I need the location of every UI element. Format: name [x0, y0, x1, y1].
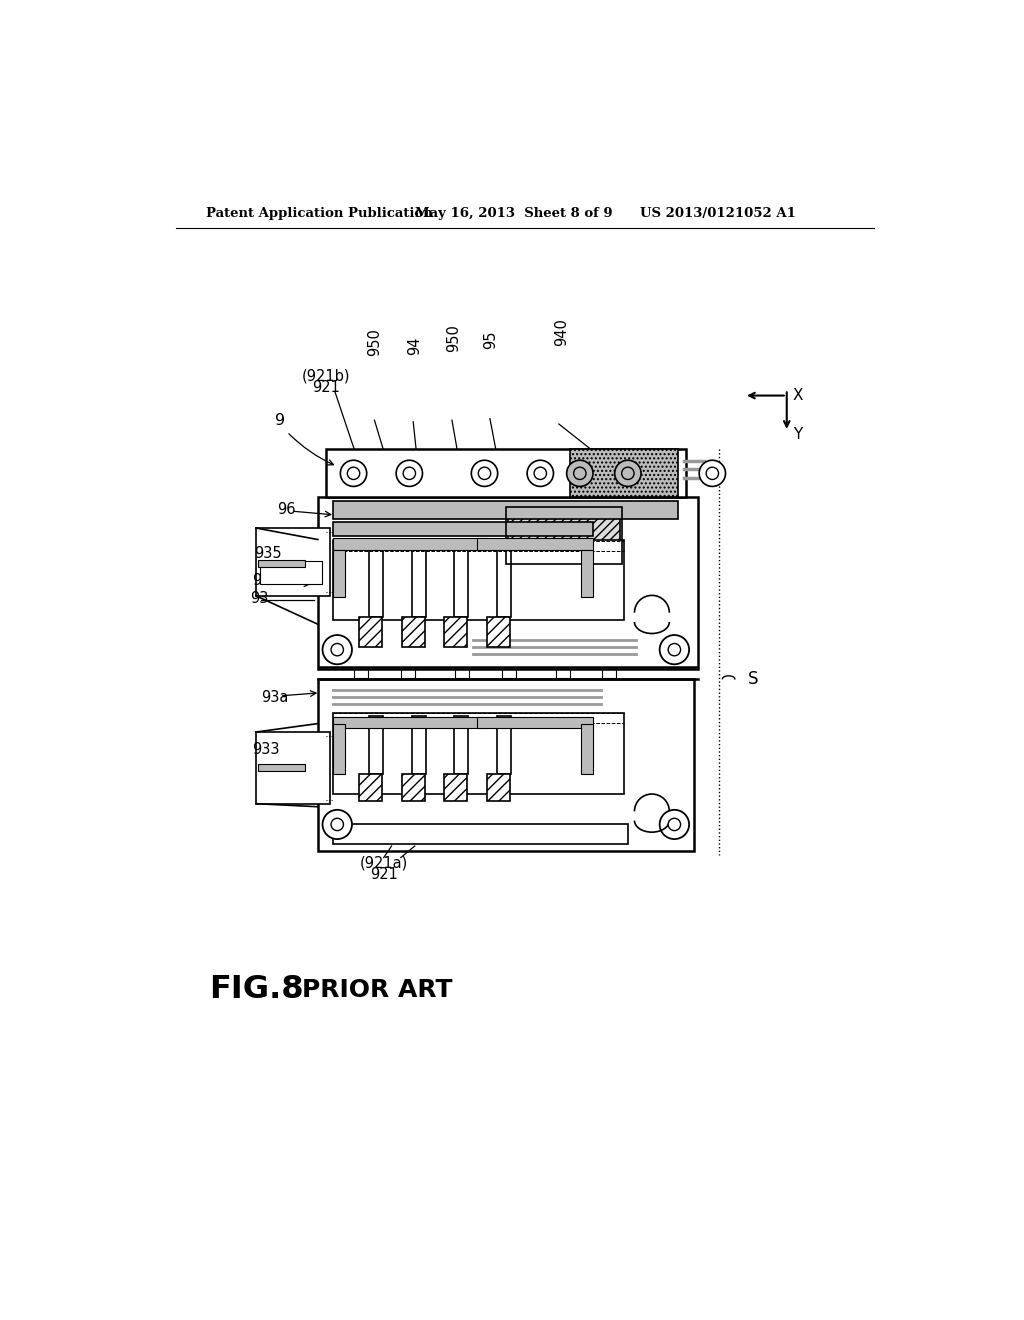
- Bar: [497, 541, 511, 616]
- Bar: [602, 669, 616, 678]
- Circle shape: [323, 635, 352, 664]
- Bar: [506, 507, 622, 564]
- Bar: [369, 715, 383, 775]
- Text: 93a: 93a: [261, 690, 289, 705]
- Circle shape: [340, 461, 367, 487]
- Text: 93: 93: [251, 591, 269, 606]
- Bar: [455, 541, 468, 616]
- Text: 921: 921: [370, 867, 397, 882]
- Text: 933: 933: [252, 742, 280, 758]
- Bar: [369, 541, 383, 616]
- Text: 935: 935: [254, 546, 282, 561]
- Bar: [258, 560, 305, 566]
- Bar: [486, 616, 510, 647]
- Circle shape: [527, 461, 554, 487]
- Bar: [497, 715, 511, 775]
- Text: 950: 950: [367, 329, 382, 356]
- Circle shape: [707, 467, 719, 479]
- Bar: [334, 502, 678, 519]
- Bar: [486, 775, 510, 801]
- Bar: [334, 549, 345, 598]
- Text: (921b): (921b): [301, 368, 350, 383]
- Text: 921: 921: [311, 380, 340, 395]
- Text: 96: 96: [276, 502, 295, 517]
- Bar: [455, 669, 469, 678]
- Circle shape: [669, 644, 681, 656]
- Bar: [477, 717, 593, 729]
- Text: Y: Y: [793, 426, 802, 442]
- Circle shape: [566, 461, 593, 487]
- Bar: [260, 561, 322, 585]
- Bar: [359, 616, 382, 647]
- Text: Patent Application Publication: Patent Application Publication: [206, 207, 432, 220]
- Text: May 16, 2013  Sheet 8 of 9: May 16, 2013 Sheet 8 of 9: [415, 207, 612, 220]
- Bar: [334, 540, 624, 620]
- Circle shape: [614, 461, 641, 487]
- Circle shape: [347, 467, 359, 479]
- Bar: [334, 825, 628, 843]
- Text: X: X: [793, 388, 804, 403]
- Circle shape: [659, 635, 689, 664]
- Bar: [317, 678, 693, 851]
- Bar: [412, 715, 426, 775]
- Bar: [582, 549, 593, 598]
- Bar: [444, 775, 467, 801]
- Text: 940: 940: [555, 318, 569, 346]
- Text: PRIOR ART: PRIOR ART: [302, 978, 453, 1002]
- Circle shape: [323, 810, 352, 840]
- Bar: [334, 717, 488, 729]
- Circle shape: [659, 810, 689, 840]
- Circle shape: [331, 644, 343, 656]
- Bar: [412, 541, 426, 616]
- Bar: [256, 528, 330, 595]
- Bar: [556, 669, 569, 678]
- Bar: [569, 449, 678, 498]
- Bar: [582, 725, 593, 775]
- Circle shape: [403, 467, 416, 479]
- Circle shape: [699, 461, 726, 487]
- Bar: [334, 725, 345, 775]
- Bar: [359, 775, 382, 801]
- Bar: [401, 616, 425, 647]
- Bar: [354, 669, 369, 678]
- Bar: [400, 669, 415, 678]
- Bar: [334, 539, 488, 549]
- Circle shape: [622, 467, 634, 479]
- Text: S: S: [748, 671, 759, 688]
- Text: (921a): (921a): [359, 855, 408, 870]
- Bar: [317, 498, 697, 667]
- Circle shape: [331, 818, 343, 830]
- Bar: [401, 775, 425, 801]
- Circle shape: [471, 461, 498, 487]
- Text: FIG.8: FIG.8: [209, 974, 304, 1006]
- Bar: [334, 713, 624, 793]
- Text: 94: 94: [408, 337, 422, 355]
- Circle shape: [535, 467, 547, 479]
- Circle shape: [396, 461, 423, 487]
- Text: 950: 950: [446, 323, 461, 351]
- Bar: [477, 539, 593, 549]
- Bar: [444, 616, 467, 647]
- Circle shape: [669, 818, 681, 830]
- Text: 9: 9: [275, 413, 286, 428]
- Bar: [258, 764, 305, 771]
- Bar: [502, 669, 515, 678]
- Text: 93b: 93b: [252, 573, 280, 587]
- Bar: [508, 508, 621, 562]
- Bar: [256, 733, 330, 804]
- Bar: [455, 715, 468, 775]
- Bar: [334, 521, 593, 536]
- Text: US 2013/0121052 A1: US 2013/0121052 A1: [640, 207, 796, 220]
- Text: 95: 95: [483, 331, 499, 350]
- Bar: [326, 449, 686, 498]
- Circle shape: [573, 467, 586, 479]
- Circle shape: [478, 467, 490, 479]
